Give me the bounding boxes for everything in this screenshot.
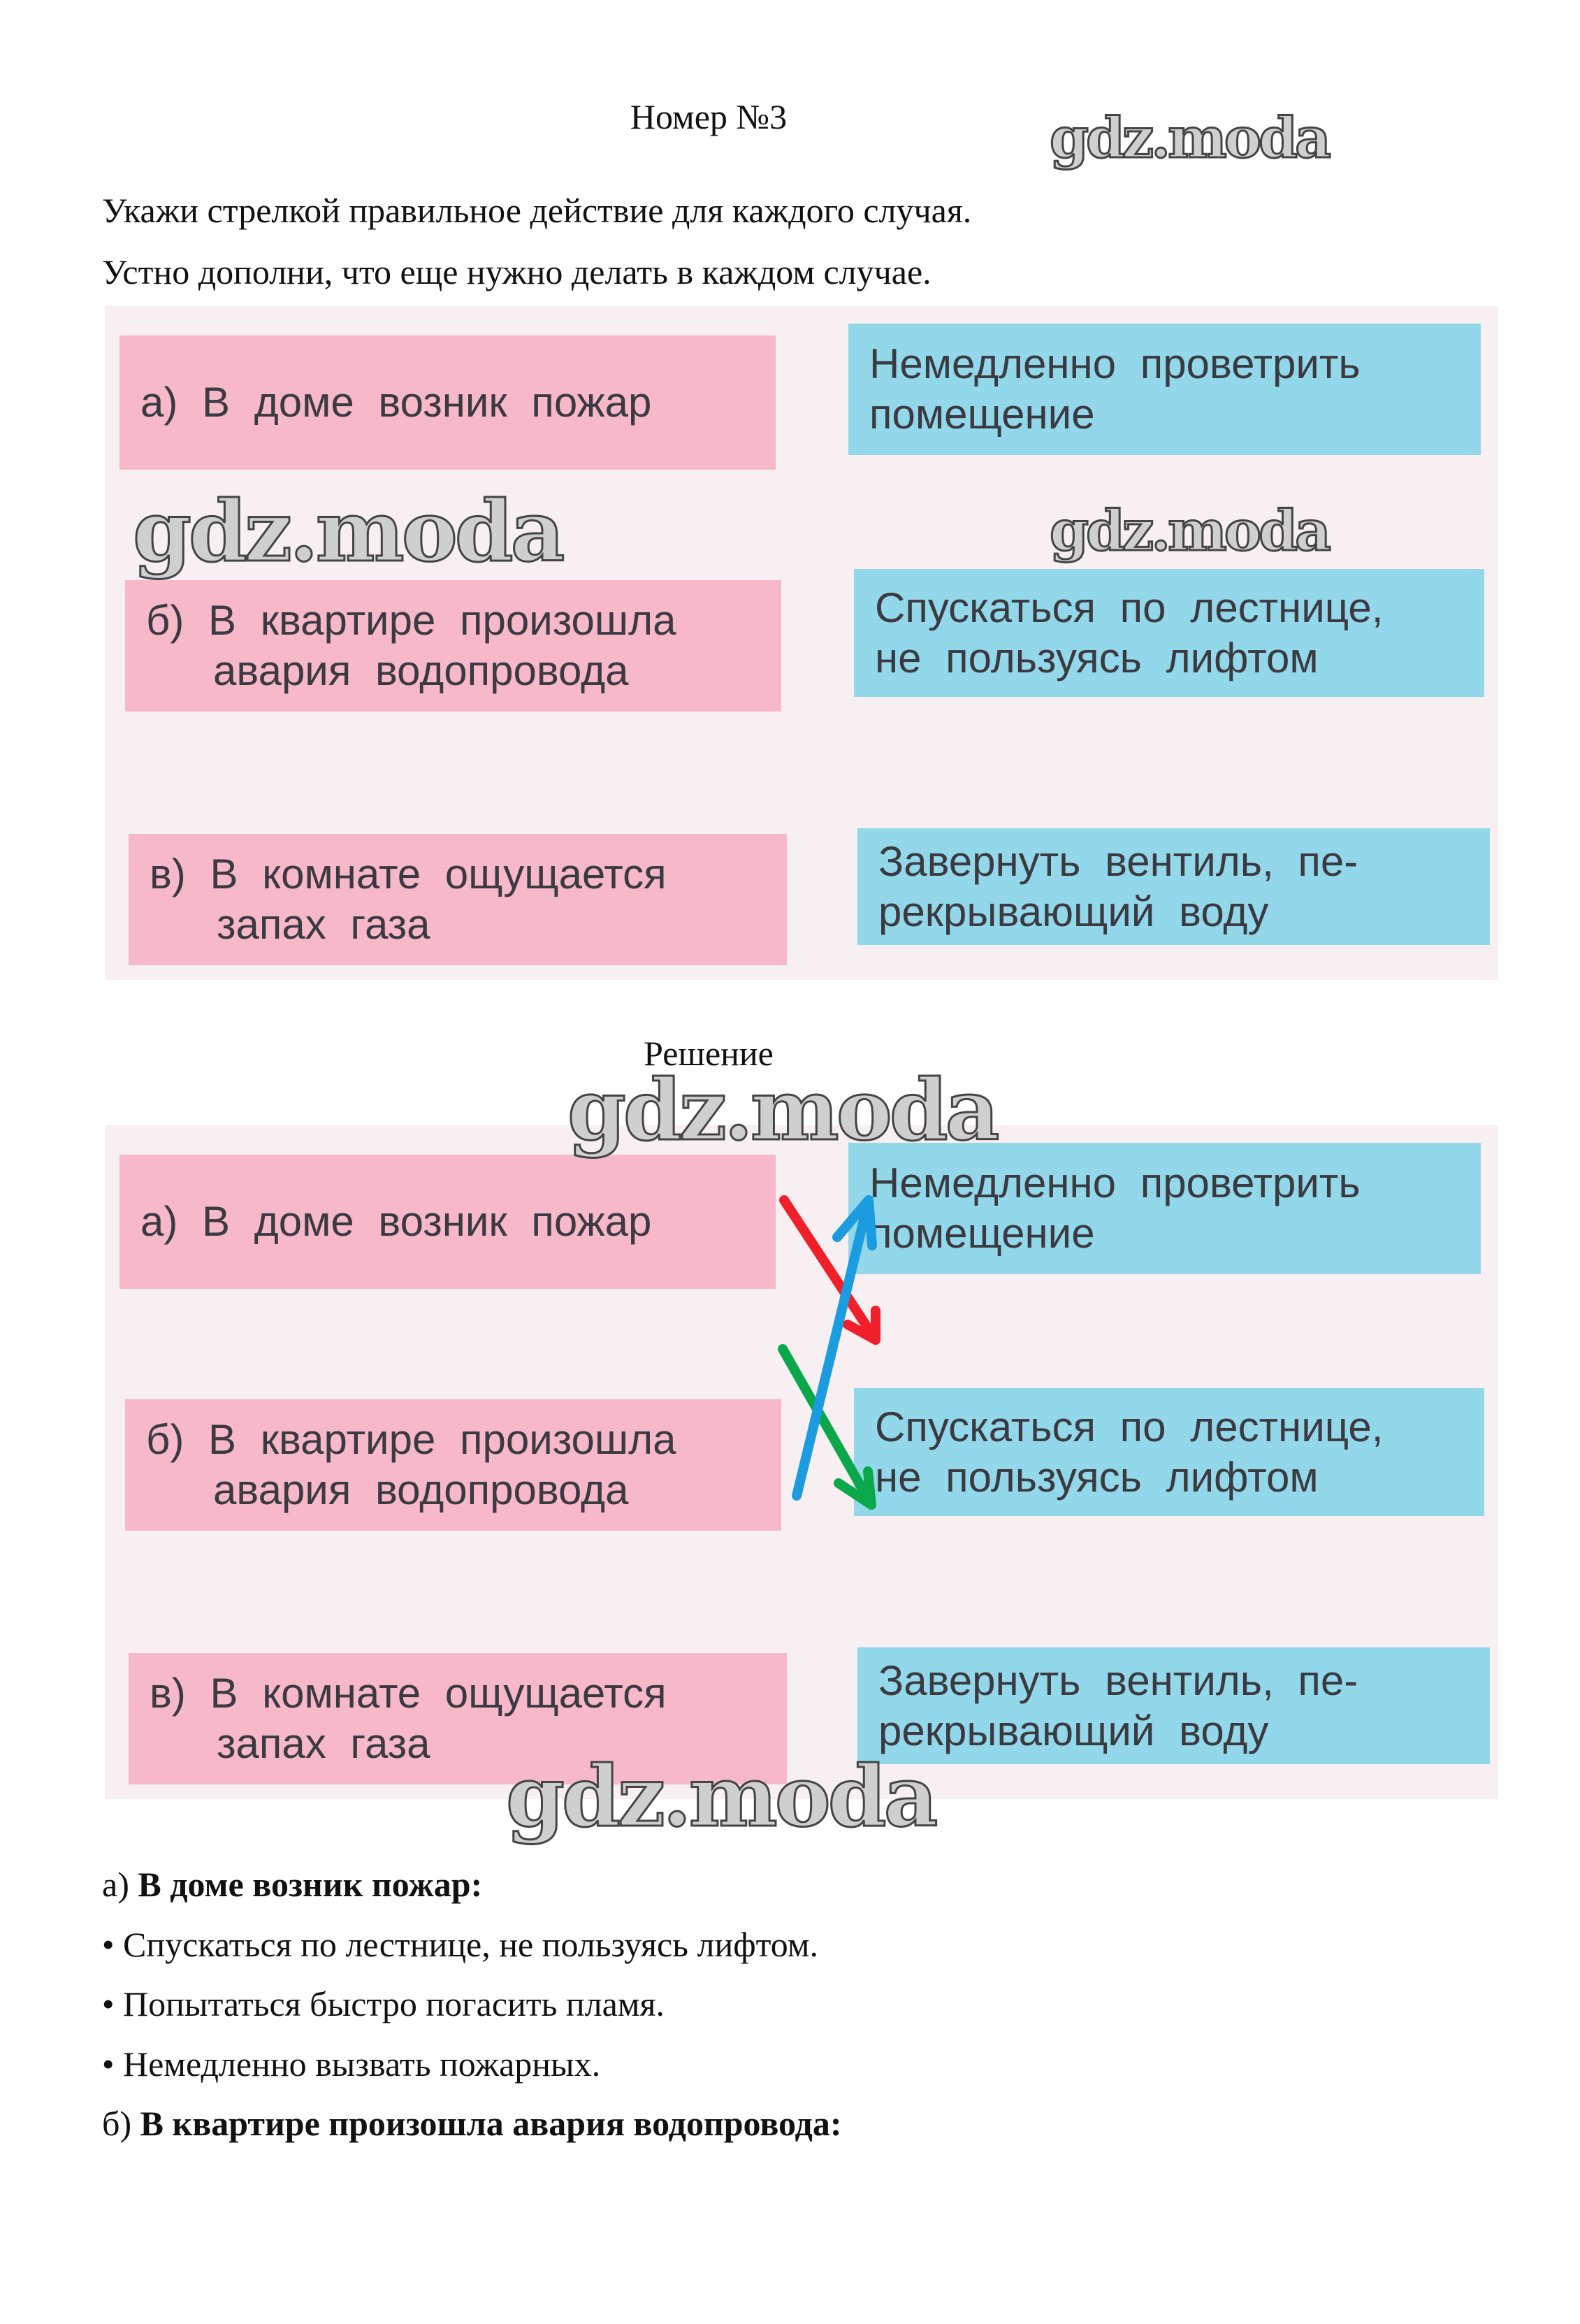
action-text: помещение <box>869 391 1095 438</box>
action-text: Спускаться по лестнице, <box>875 584 1384 631</box>
action-stairs: Спускаться по лестнице, не пользуясь лифт… <box>854 569 1484 697</box>
action-text: помещение <box>869 1210 1095 1257</box>
watermark: gdz.moda <box>566 1060 1000 1161</box>
page-title: Номер №3 <box>630 97 788 136</box>
task-line-2: Устно дополни, что еще нужно делать в ка… <box>102 252 932 291</box>
watermark: gdz.moda <box>131 482 565 582</box>
action-stairs: Спускаться по лестнице, не пользуясь лифт… <box>854 1388 1484 1516</box>
answer-item: • Попытаться быстро погасить пламя. <box>102 1984 665 2023</box>
arrow-red <box>779 1195 880 1345</box>
situation-text: а) В доме возник пожар <box>140 1198 652 1245</box>
situation-b: б) В квартире произошла авария водопровод… <box>125 1399 781 1531</box>
watermark: gdz.moda <box>1049 497 1333 565</box>
situation-a: а) В доме возник пожар <box>119 1155 776 1289</box>
action-text: Завернуть вентиль, пе- <box>878 1657 1358 1704</box>
situation-text: в) В комнате ощущается <box>150 1670 667 1717</box>
situation-text: авария водопровода <box>213 1466 629 1513</box>
situation-b: б) В квартире произошла авария водопровод… <box>125 580 781 712</box>
action-text: рекрывающий воду <box>878 1707 1269 1754</box>
answer-item: • Немедленно вызвать пожарных. <box>102 2044 601 2084</box>
action-text: рекрывающий воду <box>878 888 1269 935</box>
action-ventilate: Немедленно проветрить помещение <box>848 324 1481 455</box>
task-line-1: Укажи стрелкой правильное действие для к… <box>102 191 972 230</box>
answer-title: В квартире произошла авария водопровода: <box>140 2104 842 2143</box>
action-valve: Завернуть вентиль, пе-рекрывающий воду <box>857 1647 1490 1764</box>
watermark: gdz.moda <box>1049 104 1333 172</box>
answer-prefix: б) <box>102 2104 140 2143</box>
answer-item: • Спускаться по лестнице, не пользуясь л… <box>102 1925 818 1964</box>
situation-text: в) В комнате ощущается <box>150 851 667 897</box>
action-text: Немедленно проветрить <box>869 340 1361 387</box>
action-text: Спускаться по лестнице, <box>875 1403 1384 1450</box>
action-text: Немедленно проветрить <box>869 1160 1361 1206</box>
answer-prefix: а) <box>102 1865 138 1904</box>
arrow-blue <box>792 1195 877 1501</box>
situation-text: б) В квартире произошла <box>146 597 676 644</box>
situation-text: авария водопровода <box>213 647 629 694</box>
action-valve: Завернуть вентиль, пе-рекрывающий воду <box>857 828 1490 945</box>
situation-text: запах газа <box>217 901 430 948</box>
answer-b-heading: б) В квартире произошла авария водопрово… <box>102 2103 841 2144</box>
situation-a: а) В доме возник пожар <box>119 335 776 470</box>
answer-a-heading: а) В доме возник пожар: <box>102 1864 482 1905</box>
situation-text: б) В квартире произошла <box>146 1416 676 1463</box>
action-text: не пользуясь лифтом <box>875 1453 1319 1501</box>
arrow-green <box>778 1344 876 1510</box>
answer-title: В доме возник пожар: <box>138 1865 483 1904</box>
action-text: Завернуть вентиль, пе- <box>878 837 1358 885</box>
solution-heading: Решение <box>644 1034 774 1073</box>
situation-c: в) В комнате ощущается запах газа <box>129 834 787 965</box>
watermark: gdz.moda <box>505 1747 938 1847</box>
situation-text: а) В доме возник пожар <box>140 379 652 426</box>
action-text: не пользуясь лифтом <box>875 634 1319 681</box>
situation-text: запах газа <box>217 1720 430 1767</box>
situation-c: в) В комнате ощущается запах газа <box>129 1653 787 1784</box>
action-ventilate: Немедленно проветрить помещение <box>848 1143 1481 1274</box>
